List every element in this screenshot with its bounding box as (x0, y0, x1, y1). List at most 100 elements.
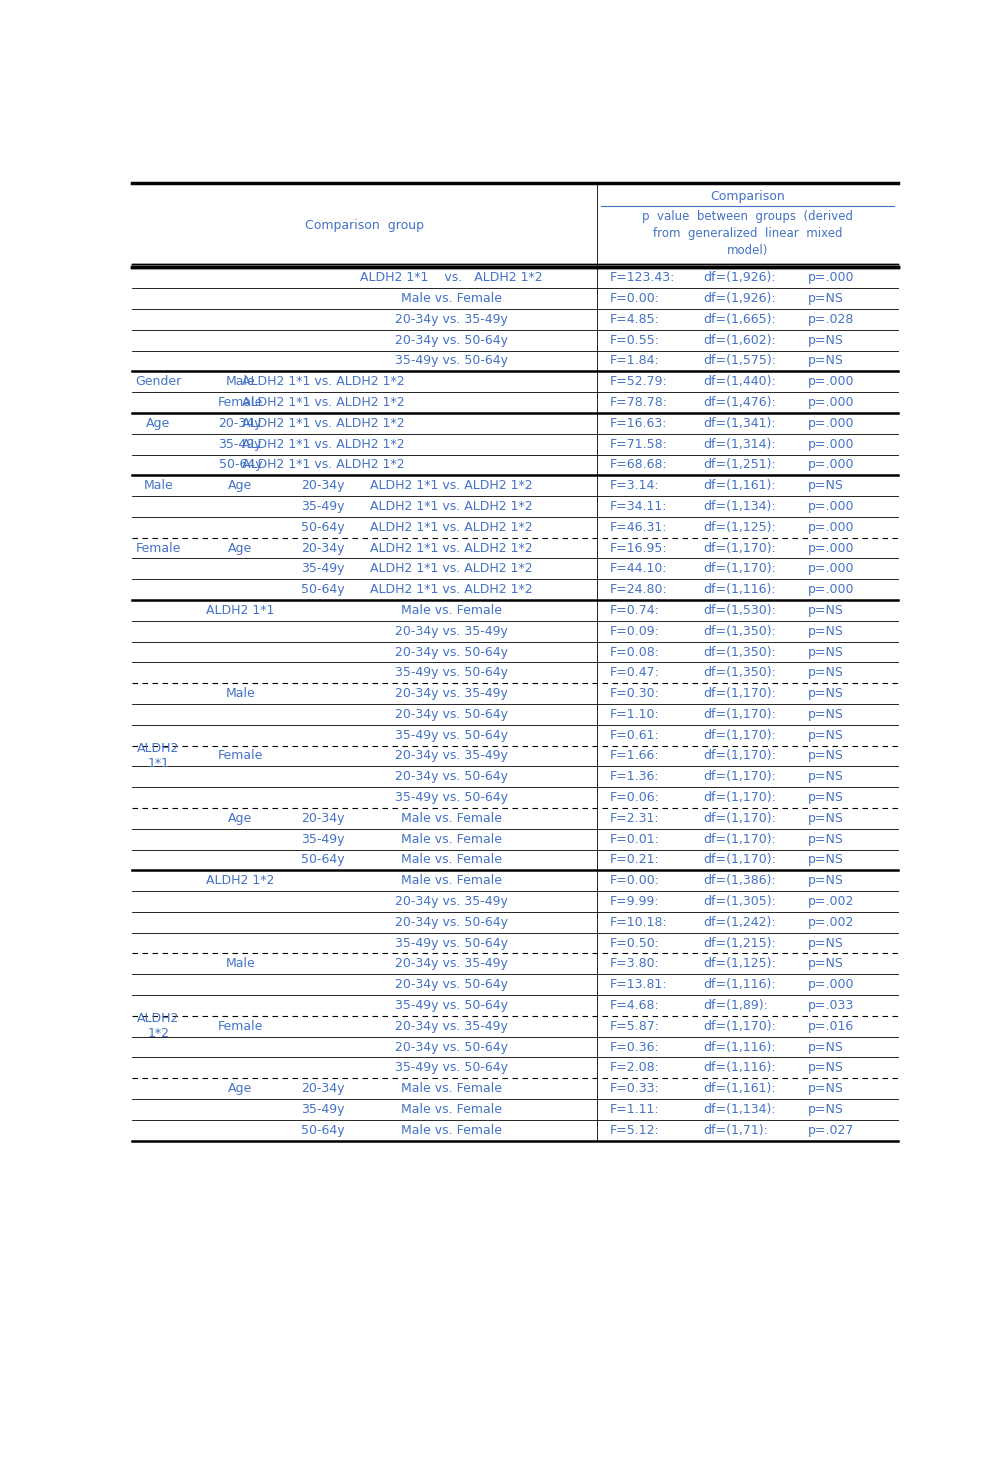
Text: df=(1,314):: df=(1,314): (704, 438, 776, 451)
Text: ALDH2 1*1    vs.   ALDH2 1*2: ALDH2 1*1 vs. ALDH2 1*2 (360, 272, 543, 285)
Text: df=(1,440):: df=(1,440): (704, 375, 776, 389)
Text: p=NS: p=NS (808, 666, 843, 680)
Text: df=(1,116):: df=(1,116): (704, 1061, 776, 1074)
Text: p=NS: p=NS (808, 957, 843, 971)
Text: p=.033: p=.033 (808, 999, 854, 1012)
Text: F=78.78:: F=78.78: (610, 396, 668, 410)
Text: df=(1,170):: df=(1,170): (704, 542, 776, 555)
Text: df=(1,161):: df=(1,161): (704, 479, 776, 493)
Text: F=123.43:: F=123.43: (610, 272, 675, 285)
Text: F=3.80:: F=3.80: (610, 957, 660, 971)
Text: 20-34y vs. 50-64y: 20-34y vs. 50-64y (395, 770, 508, 784)
Text: ALDH2 1*2: ALDH2 1*2 (206, 874, 274, 887)
Text: F=0.08:: F=0.08: (610, 646, 660, 659)
Text: ALDH2 1*1 vs. ALDH2 1*2: ALDH2 1*1 vs. ALDH2 1*2 (370, 562, 533, 576)
Text: p=.000: p=.000 (808, 417, 854, 430)
Text: 20-34y vs. 35-49y: 20-34y vs. 35-49y (395, 895, 508, 908)
Text: ALDH2 1*1 vs. ALDH2 1*2: ALDH2 1*1 vs. ALDH2 1*2 (370, 479, 533, 493)
Text: df=(1,134):: df=(1,134): (704, 1103, 776, 1116)
Text: Female: Female (218, 1020, 263, 1033)
Text: 20-34y vs. 50-64y: 20-34y vs. 50-64y (395, 978, 508, 991)
Text: F=10.18:: F=10.18: (610, 916, 667, 929)
Text: p=.000: p=.000 (808, 375, 854, 389)
Text: p=NS: p=NS (808, 646, 843, 659)
Text: Male: Male (225, 687, 255, 700)
Text: p=.000: p=.000 (808, 978, 854, 991)
Text: df=(1,170):: df=(1,170): (704, 770, 776, 784)
Text: F=0.00:: F=0.00: (610, 874, 660, 887)
Text: p=NS: p=NS (808, 625, 843, 638)
Text: Age: Age (146, 417, 170, 430)
Text: p=NS: p=NS (808, 687, 843, 700)
Text: F=0.36:: F=0.36: (610, 1040, 659, 1054)
Text: Age: Age (228, 479, 252, 493)
Text: Age: Age (228, 1082, 252, 1095)
Text: p=.016: p=.016 (808, 1020, 854, 1033)
Text: df=(1,170):: df=(1,170): (704, 1020, 776, 1033)
Text: ALDH2 1*1 vs. ALDH2 1*2: ALDH2 1*1 vs. ALDH2 1*2 (370, 521, 533, 534)
Text: F=3.14:: F=3.14: (610, 479, 659, 493)
Text: df=(1,350):: df=(1,350): (704, 625, 776, 638)
Text: 20-34y vs. 50-64y: 20-34y vs. 50-64y (395, 916, 508, 929)
Text: p=NS: p=NS (808, 1061, 843, 1074)
Text: p=.000: p=.000 (808, 396, 854, 410)
Text: 20-34y vs. 50-64y: 20-34y vs. 50-64y (395, 708, 508, 721)
Text: F=5.87:: F=5.87: (610, 1020, 660, 1033)
Text: F=16.63:: F=16.63: (610, 417, 667, 430)
Text: p=.000: p=.000 (808, 562, 854, 576)
Text: 20-34y vs. 35-49y: 20-34y vs. 35-49y (395, 625, 508, 638)
Text: df=(1,170):: df=(1,170): (704, 749, 776, 763)
Text: ALDH2 1*1 vs. ALDH2 1*2: ALDH2 1*1 vs. ALDH2 1*2 (370, 542, 533, 555)
Text: F=0.47:: F=0.47: (610, 666, 660, 680)
Text: Male vs. Female: Male vs. Female (401, 604, 501, 617)
Text: df=(1,242):: df=(1,242): (704, 916, 776, 929)
Text: ALDH2 1*1 vs. ALDH2 1*2: ALDH2 1*1 vs. ALDH2 1*2 (242, 375, 405, 389)
Text: F=4.68:: F=4.68: (610, 999, 659, 1012)
Text: df=(1,926):: df=(1,926): (704, 272, 776, 285)
Text: F=0.01:: F=0.01: (610, 833, 660, 846)
Text: F=13.81:: F=13.81: (610, 978, 667, 991)
Text: ALDH2 1*1 vs. ALDH2 1*2: ALDH2 1*1 vs. ALDH2 1*2 (242, 417, 405, 430)
Text: df=(1,215):: df=(1,215): (704, 936, 776, 950)
Text: Comparison  group: Comparison group (305, 218, 424, 232)
Text: p  value  between  groups  (derived
from  generalized  linear  mixed
model): p value between groups (derived from gen… (642, 211, 853, 257)
Text: df=(1,386):: df=(1,386): (704, 874, 776, 887)
Text: ALDH2 1*1 vs. ALDH2 1*2: ALDH2 1*1 vs. ALDH2 1*2 (242, 396, 405, 410)
Text: df=(1,161):: df=(1,161): (704, 1082, 776, 1095)
Text: F=4.85:: F=4.85: (610, 313, 660, 326)
Text: df=(1,116):: df=(1,116): (704, 1040, 776, 1054)
Text: df=(1,350):: df=(1,350): (704, 646, 776, 659)
Text: 20-34y vs. 35-49y: 20-34y vs. 35-49y (395, 749, 508, 763)
Text: p=.028: p=.028 (808, 313, 854, 326)
Text: F=0.74:: F=0.74: (610, 604, 660, 617)
Text: Male vs. Female: Male vs. Female (401, 833, 501, 846)
Text: Male vs. Female: Male vs. Female (401, 1123, 501, 1137)
Text: 35-49y vs. 50-64y: 35-49y vs. 50-64y (395, 666, 508, 680)
Text: 20-34y: 20-34y (302, 1082, 345, 1095)
Text: 35-49y: 35-49y (302, 500, 345, 513)
Text: 35-49y vs. 50-64y: 35-49y vs. 50-64y (395, 936, 508, 950)
Text: F=16.95:: F=16.95: (610, 542, 667, 555)
Text: ALDH2 1*1 vs. ALDH2 1*2: ALDH2 1*1 vs. ALDH2 1*2 (242, 459, 405, 472)
Text: p=NS: p=NS (808, 812, 843, 825)
Text: 20-34y: 20-34y (302, 812, 345, 825)
Text: F=46.31:: F=46.31: (610, 521, 667, 534)
Text: Male: Male (144, 479, 173, 493)
Text: df=(1,251):: df=(1,251): (704, 459, 776, 472)
Text: df=(1,89):: df=(1,89): (704, 999, 768, 1012)
Text: p=NS: p=NS (808, 334, 843, 347)
Text: df=(1,926):: df=(1,926): (704, 292, 776, 306)
Text: 20-34y: 20-34y (302, 479, 345, 493)
Text: 50-64y: 50-64y (302, 1123, 345, 1137)
Text: 35-49y vs. 50-64y: 35-49y vs. 50-64y (395, 1061, 508, 1074)
Text: df=(1,71):: df=(1,71): (704, 1123, 768, 1137)
Text: 20-34y vs. 35-49y: 20-34y vs. 35-49y (395, 313, 508, 326)
Text: F=9.99:: F=9.99: (610, 895, 659, 908)
Text: F=0.00:: F=0.00: (610, 292, 660, 306)
Text: df=(1,170):: df=(1,170): (704, 853, 776, 867)
Text: p=NS: p=NS (808, 1040, 843, 1054)
Text: 50-64y: 50-64y (302, 521, 345, 534)
Text: p=.002: p=.002 (808, 895, 854, 908)
Text: p=NS: p=NS (808, 355, 843, 368)
Text: df=(1,134):: df=(1,134): (704, 500, 776, 513)
